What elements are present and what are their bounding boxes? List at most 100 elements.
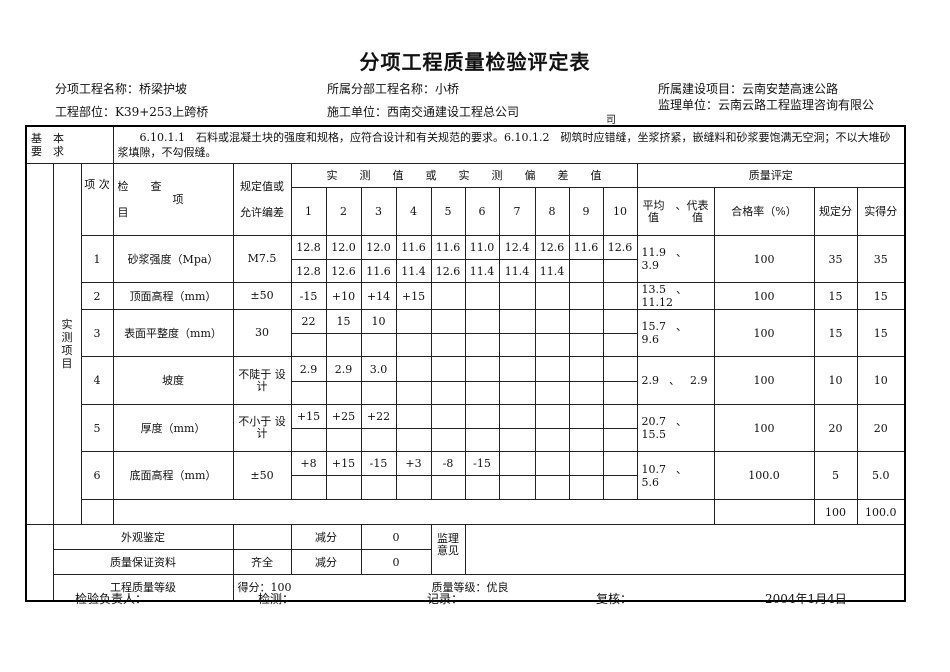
construction-project: 所属建设项目：云南安楚高速公路 — [658, 82, 839, 96]
separator: 、 — [676, 320, 687, 333]
measured-value — [430, 333, 466, 357]
measured-value — [568, 282, 604, 310]
point-header: 10 — [602, 187, 638, 236]
measured-value — [602, 428, 638, 452]
actual-score: 35 — [856, 235, 906, 283]
blank-column — [25, 163, 54, 525]
actual-score: 15 — [856, 282, 906, 310]
point-header: 4 — [395, 187, 432, 236]
score-text: 得分：100 — [237, 580, 292, 594]
actual-score: 10 — [856, 356, 906, 405]
measured-value — [430, 428, 466, 452]
measured-value: 12.6 — [534, 235, 570, 260]
measured-value: 11.0 — [464, 235, 500, 260]
appearance-label: 外观鉴定 — [52, 524, 234, 550]
measured-value — [534, 309, 570, 334]
recorder-label: 记录： — [427, 592, 464, 606]
item-spec: 30 — [232, 309, 292, 357]
avg-rep-value: 20.7 、 15.5 — [636, 404, 715, 452]
measured-value — [464, 475, 500, 500]
measured-value — [498, 451, 536, 476]
item-name: 厚度（mm） — [112, 404, 234, 452]
avg-value: 11.9 — [641, 246, 667, 259]
blank-cell — [713, 499, 815, 525]
measured-value — [602, 404, 638, 429]
item-no: 6 — [80, 451, 114, 500]
measured-value — [325, 381, 362, 405]
separator: 、 — [669, 374, 680, 387]
quality-grade-label: 工程质量等级 — [52, 574, 234, 601]
measured-value: 12.6 — [602, 235, 638, 260]
item-spec: 不陡于 设计 — [232, 356, 292, 405]
item-spec: M7.5 — [232, 235, 292, 283]
overflow-char: 司 — [606, 115, 616, 126]
actual-score: 15 — [856, 309, 906, 357]
item-no: 3 — [80, 309, 114, 357]
specified-score: 35 — [813, 235, 858, 283]
table-row — [26, 428, 905, 452]
measured-value — [602, 309, 638, 334]
point-header: 1 — [290, 187, 327, 236]
measured-value: +14 — [360, 282, 397, 310]
specified-score-header: 规定分 — [813, 187, 858, 236]
measured-value — [395, 333, 432, 357]
measured-value: 12.8 — [290, 235, 327, 260]
avg-rep-value: 11.9 、 3.9 — [636, 235, 715, 283]
table-row: 2 顶面高程（mm） ±50 -15 +10 +14 +15 13.5 、11.12 100 15 1… — [26, 282, 906, 310]
measured-value: 11.4 — [464, 259, 500, 283]
blank-cell — [26, 550, 53, 575]
table-row: 外观鉴定 减分 0 监理 意见 — [26, 524, 906, 575]
separator: 、 — [676, 283, 687, 297]
table-row: 1 2 3 4 5 6 7 8 9 10 平均 、代表 值 值合格率（%） 规定分 实得分 — [26, 187, 906, 236]
rep-value: 2.9 — [690, 374, 708, 387]
blank-cell — [26, 524, 54, 550]
measured-value — [325, 428, 362, 452]
specified-score: 15 — [813, 309, 858, 357]
table-row: 4 坡度 不陡于 设计 2.9 2.9 3.0 2.9、 2.9 100 10 10 — [26, 356, 906, 405]
pass-rate: 100 — [713, 309, 815, 357]
measured-value: +22 — [360, 404, 397, 429]
tester-label: 检测： — [258, 592, 295, 606]
point-header: 2 — [325, 187, 362, 236]
measured-value — [464, 309, 500, 334]
measured-value — [360, 333, 397, 357]
measured-value — [290, 475, 327, 500]
avg-rep-value: 10.7 、 5.6 — [636, 451, 715, 500]
measured-value — [568, 404, 604, 429]
measured-value — [395, 475, 432, 500]
project-location: 工程部位：K39+253上跨桥 — [55, 105, 209, 119]
measured-value — [602, 356, 638, 382]
supervisor-opinion-label: 监理 意见 — [430, 524, 466, 575]
measured-value: +15 — [395, 282, 432, 310]
division-name: 所属分部工程名称：小桥 — [327, 82, 460, 96]
appearance-value — [232, 524, 292, 550]
item-no: 4 — [80, 356, 114, 405]
check-item-header: 检 查 项 目 — [112, 163, 234, 236]
basic-requirements-label: 基 本 要 求 — [25, 125, 114, 164]
separator: 、 — [676, 462, 687, 476]
measured-value: 11.6 — [395, 235, 432, 260]
measured-value: 12.4 — [498, 235, 536, 260]
point-header: 5 — [430, 187, 466, 236]
point-header: 9 — [568, 187, 604, 236]
item-no-header: 项 次 — [80, 163, 114, 236]
table-row: 5 厚度（mm） 不小于 设计 +15 +25 +22 20.7 、15.5 100 20 20 — [26, 404, 906, 452]
contractor: 施工单位：西南交通建设工程总公司 — [327, 105, 520, 119]
measured-value — [568, 309, 604, 334]
basic-requirements-text: 6.10.1.1 石料或混凝土块的强度和规格，应符合设计和有关规范的要求。6.1… — [112, 125, 906, 164]
measured-value — [360, 428, 397, 452]
pass-rate-header: 合格率（%） — [713, 187, 815, 236]
measured-value — [464, 282, 500, 310]
measured-value: 12.6 — [430, 259, 466, 283]
measured-value — [395, 381, 432, 405]
sub-project-name: 分项工程名称：桥梁护坡 — [55, 82, 188, 96]
quality-eval-header: 质量评定 — [636, 163, 906, 188]
date: 2004年1月4日 — [765, 592, 847, 606]
measured-value: 12.8 — [290, 259, 327, 283]
appearance-deduct-value: 0 — [360, 524, 432, 550]
measured-value — [430, 356, 466, 382]
rep-value: 9.6 — [641, 333, 660, 346]
measured-value: -8 — [430, 451, 466, 476]
item-name: 表面平整度（mm） — [112, 309, 234, 357]
item-name: 坡度 — [112, 356, 234, 405]
